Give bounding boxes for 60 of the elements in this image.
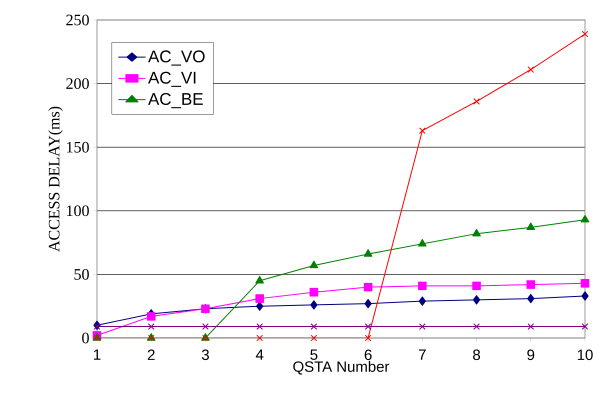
x-axis-title: QSTA Number	[293, 360, 390, 375]
y-axis-title: ACCESS DELAY(ms)	[48, 106, 63, 252]
x-tick-label: 4	[256, 349, 264, 360]
y-tick-label: 150	[66, 142, 89, 153]
point	[527, 323, 534, 330]
y-tick-label: 200	[66, 78, 89, 89]
point	[146, 312, 156, 321]
legend-label: AC_VO	[148, 50, 205, 66]
x-tick-label: 1	[94, 349, 100, 360]
point	[418, 238, 427, 247]
point	[364, 249, 372, 257]
x-tick-label: 3	[202, 349, 209, 360]
point	[580, 279, 590, 288]
point	[419, 127, 426, 134]
point	[472, 282, 481, 290]
point	[526, 222, 536, 230]
point	[582, 323, 588, 330]
x-tick-label: 7	[418, 349, 426, 360]
point	[256, 302, 264, 311]
point	[582, 30, 588, 38]
point	[364, 334, 372, 342]
point	[255, 294, 264, 303]
point	[364, 282, 372, 292]
legend-label: AC_VI	[148, 72, 196, 87]
legend-label: AC_BE	[148, 93, 203, 108]
point	[310, 323, 318, 330]
point	[418, 282, 427, 290]
x-tick-label: 2	[148, 349, 155, 360]
point	[473, 98, 480, 105]
x-tick-label: 9	[527, 349, 534, 360]
point	[256, 323, 263, 330]
point	[418, 296, 426, 306]
point	[310, 334, 318, 342]
x-tick-label: 6	[364, 349, 372, 360]
x-tick-label: 5	[310, 349, 318, 360]
point	[527, 66, 534, 73]
point	[148, 323, 155, 330]
point	[310, 300, 318, 310]
point	[94, 323, 100, 330]
x-tick-label: 8	[473, 349, 480, 360]
y-tick-label: 100	[66, 205, 89, 216]
y-tick-label: 0	[82, 332, 89, 344]
point	[580, 214, 590, 222]
point	[256, 334, 263, 342]
point	[473, 323, 480, 330]
point	[419, 323, 426, 330]
point	[364, 323, 372, 330]
y-tick-label: 250	[66, 14, 89, 26]
x-tick-label: 10	[578, 349, 593, 360]
point	[202, 323, 209, 330]
point	[472, 228, 481, 236]
point	[526, 280, 536, 289]
point	[527, 294, 534, 304]
point	[310, 260, 318, 268]
point	[310, 288, 318, 296]
point	[581, 291, 589, 301]
point	[472, 295, 480, 305]
y-tick-label: 50	[74, 269, 89, 280]
point	[364, 298, 372, 308]
point	[255, 276, 264, 284]
